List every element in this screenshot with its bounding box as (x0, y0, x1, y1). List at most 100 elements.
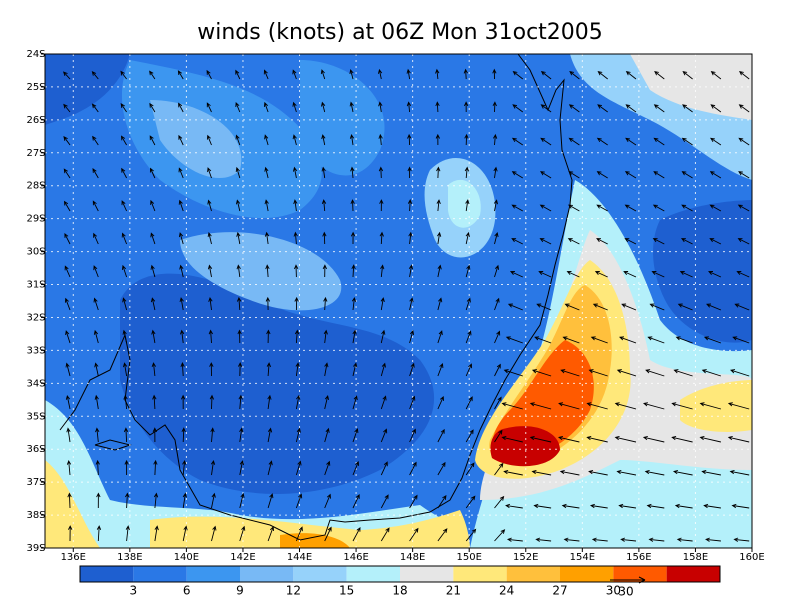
colorbar: 3 6 9 12 15 18 21 24 27 30 (79, 565, 721, 598)
wind-arrow (465, 528, 477, 542)
wind-arrow (207, 231, 212, 245)
wind-arrow (625, 137, 637, 146)
wind-arrow (648, 537, 665, 542)
wind-arrow (407, 166, 412, 178)
wind-arrow (614, 402, 637, 410)
wind-arrow (494, 264, 500, 278)
wind-arrow (352, 329, 357, 344)
wind-arrow (646, 503, 665, 509)
wind-arrow (586, 402, 608, 410)
wind-arrow (653, 104, 665, 113)
wind-arrow (351, 264, 356, 278)
wind-arrow (266, 362, 272, 377)
wind-arrow (436, 199, 441, 212)
wind-arrow (465, 264, 471, 278)
wind-arrow (589, 503, 608, 509)
wind-arrow (493, 166, 498, 179)
wind-arrow (624, 238, 637, 245)
wind-arrow (91, 103, 99, 113)
wind-arrow (378, 101, 383, 113)
wind-arrow (65, 395, 71, 410)
colorbar-label: 24 (499, 584, 514, 598)
colorbar-box (453, 566, 507, 582)
wind-arrow (436, 166, 441, 179)
wind-arrow (409, 527, 419, 542)
lon-label: 152E (513, 552, 538, 563)
wind-arrow (709, 171, 722, 179)
coastline (59, 54, 573, 541)
colorbar-label: 18 (392, 584, 407, 598)
wind-arrow (509, 271, 523, 278)
wind-arrow (614, 435, 637, 443)
colorbar-box (560, 566, 614, 582)
wind-arrow (95, 459, 100, 476)
wind-arrow (120, 70, 127, 80)
wind-arrow (96, 492, 101, 509)
wind-arrow (677, 303, 693, 311)
wind-arrow (494, 429, 503, 443)
wind-arrow (63, 200, 71, 212)
wind-arrow (568, 171, 580, 179)
wind-arrow (324, 460, 331, 476)
wind-arrow (559, 469, 580, 476)
wind-arrow (531, 469, 552, 476)
lon-label: 160E (739, 552, 764, 563)
wind-arrow (380, 428, 388, 443)
wind-arrow (731, 503, 750, 509)
wind-arrow (682, 70, 693, 80)
field-region (120, 273, 435, 494)
wind-arrow (178, 102, 184, 113)
wind-arrow (679, 271, 693, 278)
wind-arrow (673, 369, 693, 377)
wind-arrow (96, 525, 102, 542)
wind-arrow (676, 537, 693, 542)
wind-arrow (64, 297, 71, 311)
wind-arrow (124, 459, 129, 475)
colorbar-box (400, 566, 454, 582)
wind-arrow (182, 459, 187, 476)
field-region (45, 400, 470, 548)
wind-arrow (293, 264, 299, 278)
field-region (448, 179, 481, 228)
wind-arrow (727, 435, 750, 443)
colorbar-label: 21 (446, 584, 461, 598)
wind-arrow (709, 204, 722, 212)
wind-arrow (179, 264, 184, 278)
wind-arrow (210, 427, 215, 443)
field-region (680, 380, 752, 432)
wind-arrow (409, 329, 415, 344)
wind-arrow (649, 303, 665, 311)
wind-arrow (321, 101, 326, 113)
lat-label: 36S (26, 444, 45, 455)
wind-arrow (150, 297, 156, 311)
wind-arrow (295, 394, 301, 410)
wind-arrow (210, 459, 216, 476)
wind-arrow (505, 336, 523, 344)
wind-arrow (533, 503, 552, 509)
wind-arrow (564, 303, 580, 311)
wind-arrow (494, 396, 502, 410)
wind-arrow (406, 68, 411, 80)
wind-arrow (409, 395, 416, 410)
wind-arrow (588, 469, 608, 476)
wind-arrow (292, 69, 297, 80)
wind-arrow (121, 167, 127, 179)
map-frame (44, 53, 753, 549)
wind-arrow (264, 166, 269, 179)
wind-arrow (352, 395, 358, 410)
wind-arrow (264, 134, 269, 146)
wind-arrow (437, 231, 442, 245)
colorbar-label: 3 (130, 584, 138, 598)
field-region (490, 426, 560, 467)
wind-arrow (293, 199, 298, 212)
wind-arrow (586, 435, 608, 443)
wind-arrow (738, 171, 750, 179)
wind-arrow (701, 369, 722, 377)
wind-arrow (710, 104, 722, 113)
wind-arrow (237, 362, 243, 377)
wind-arrow (380, 362, 386, 377)
wind-arrow (267, 394, 272, 410)
wind-arrow (350, 166, 355, 179)
wind-arrow (465, 495, 476, 509)
wind-arrow (125, 525, 130, 542)
